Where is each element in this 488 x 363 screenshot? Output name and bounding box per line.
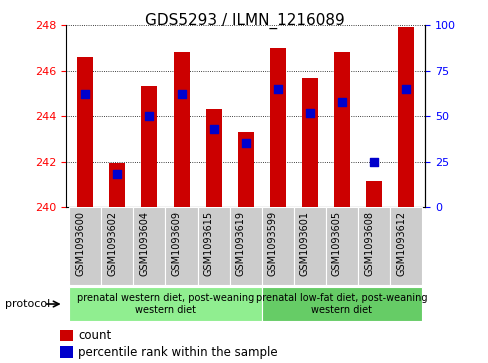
Text: GSM1093605: GSM1093605: [331, 211, 341, 276]
Bar: [261, 207, 293, 285]
Text: GSM1093601: GSM1093601: [299, 211, 309, 276]
Bar: [197, 207, 229, 285]
Point: [145, 113, 153, 119]
Point: [369, 159, 377, 164]
Bar: [389, 207, 421, 285]
Text: GSM1093615: GSM1093615: [203, 211, 213, 276]
Point: [81, 91, 89, 97]
Point: [113, 171, 121, 177]
Text: count: count: [78, 329, 111, 342]
Text: protocol: protocol: [5, 299, 50, 309]
Text: GSM1093600: GSM1093600: [75, 211, 85, 276]
Text: GSM1093609: GSM1093609: [171, 211, 181, 276]
Text: GSM1093602: GSM1093602: [107, 211, 117, 276]
Bar: [60, 346, 73, 358]
Text: GSM1093608: GSM1093608: [364, 211, 373, 276]
Bar: [261, 287, 421, 321]
Bar: [173, 52, 189, 207]
Point: [241, 140, 249, 146]
Bar: [229, 207, 261, 285]
Point: [337, 99, 345, 105]
Bar: [205, 109, 221, 207]
Bar: [301, 78, 317, 207]
Bar: [366, 181, 381, 207]
Point: [177, 91, 185, 97]
Bar: [101, 207, 133, 285]
Bar: [133, 207, 165, 285]
Bar: [109, 163, 125, 207]
Bar: [357, 207, 389, 285]
Text: GDS5293 / ILMN_1216089: GDS5293 / ILMN_1216089: [144, 13, 344, 29]
Text: GSM1093619: GSM1093619: [235, 211, 245, 276]
Text: prenatal western diet, post-weaning
western diet: prenatal western diet, post-weaning west…: [77, 293, 254, 315]
Bar: [325, 207, 357, 285]
Bar: [141, 86, 157, 207]
Text: prenatal low-fat diet, post-weaning
western diet: prenatal low-fat diet, post-weaning west…: [256, 293, 427, 315]
Bar: [69, 287, 261, 321]
Bar: [397, 26, 413, 207]
Bar: [269, 48, 285, 207]
Bar: [77, 57, 93, 207]
Bar: [165, 207, 197, 285]
Point: [402, 86, 409, 92]
Bar: [237, 132, 253, 207]
Bar: [293, 207, 325, 285]
Text: GSM1093599: GSM1093599: [267, 211, 277, 276]
Point: [273, 86, 281, 92]
Bar: [60, 330, 73, 341]
Point: [209, 126, 217, 132]
Text: GSM1093612: GSM1093612: [395, 211, 406, 276]
Text: GSM1093604: GSM1093604: [139, 211, 149, 276]
Point: [305, 110, 313, 115]
Text: percentile rank within the sample: percentile rank within the sample: [78, 346, 278, 359]
Bar: [69, 207, 101, 285]
Bar: [333, 52, 349, 207]
